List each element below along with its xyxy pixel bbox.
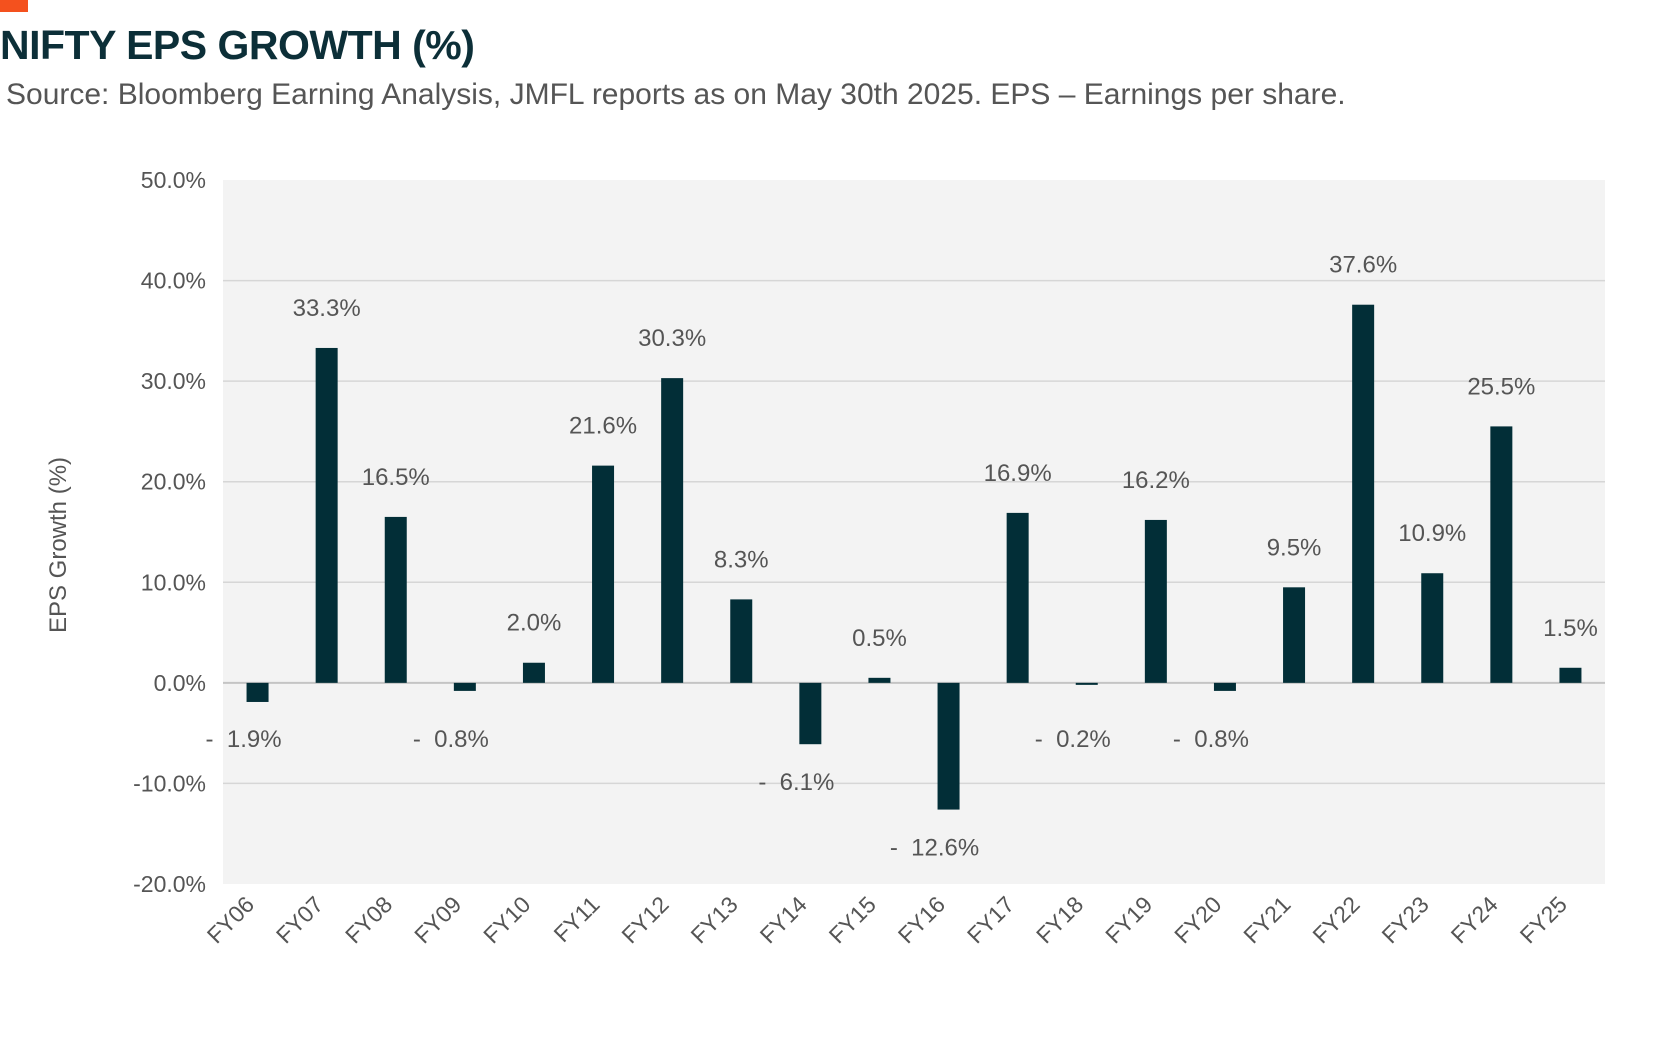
- data-label: 16.2%: [1122, 467, 1190, 494]
- bar-fy16: [937, 682, 960, 810]
- bar-fy24: [1490, 426, 1513, 683]
- data-label: 30.3%: [638, 325, 706, 352]
- y-tick-label: 10.0%: [141, 569, 206, 595]
- x-tick-label: FY18: [1031, 891, 1088, 948]
- data-label: - 1.9%: [206, 726, 282, 753]
- bar-fy10: [522, 662, 545, 683]
- y-tick-label: 0.0%: [154, 670, 206, 696]
- y-tick-label: 20.0%: [141, 469, 206, 495]
- bar-fy08: [384, 516, 407, 683]
- x-tick-label: FY17: [962, 891, 1019, 948]
- x-tick-label: FY09: [409, 891, 466, 948]
- y-tick-label: 50.0%: [141, 167, 206, 193]
- chart-subtitle: Source: Bloomberg Earning Analysis, JMFL…: [6, 78, 1346, 111]
- x-tick-label: FY21: [1238, 891, 1295, 948]
- data-label: 0.5%: [852, 625, 907, 652]
- bar-fy14: [799, 682, 822, 745]
- bar-fy19: [1144, 519, 1167, 683]
- x-tick-label: FY10: [478, 891, 535, 948]
- x-tick-label: FY23: [1377, 891, 1434, 948]
- x-tick-label: FY14: [755, 891, 812, 948]
- x-tick-label: FY12: [616, 891, 673, 948]
- bar-fy13: [730, 599, 753, 683]
- x-axis-labels: FY06 FY07 FY08 FY09 FY10 FY11 FY12 FY13 FY14 FY15…: [202, 891, 1572, 948]
- data-label: - 12.6%: [890, 835, 979, 862]
- x-tick-label: FY25: [1515, 891, 1572, 948]
- x-tick-label: FY07: [271, 891, 328, 948]
- data-label: 25.5%: [1467, 373, 1535, 400]
- bar-fy25: [1559, 667, 1582, 683]
- bar-fy15: [868, 677, 891, 683]
- y-tick-label: 40.0%: [141, 268, 206, 294]
- bar-fy09: [453, 682, 476, 691]
- x-tick-label: FY06: [202, 891, 259, 948]
- data-label: - 6.1%: [758, 769, 834, 796]
- bar-fy06: [246, 682, 269, 702]
- x-tick-label: FY24: [1446, 891, 1503, 948]
- y-tick-label: -10.0%: [133, 770, 206, 796]
- x-tick-label: FY08: [340, 891, 397, 948]
- y-tick-label: -20.0%: [133, 871, 206, 897]
- data-label: - 0.8%: [1173, 726, 1249, 753]
- data-label: 2.0%: [507, 610, 562, 637]
- bar-fy21: [1283, 587, 1306, 683]
- bar-fy17: [1006, 512, 1029, 683]
- data-label: 8.3%: [714, 546, 769, 573]
- chart-title: NIFTY EPS GROWTH (%): [0, 22, 475, 68]
- x-tick-label: FY13: [686, 891, 743, 948]
- bar-fy23: [1421, 573, 1444, 683]
- y-tick-label: 30.0%: [141, 368, 206, 394]
- data-label: 10.9%: [1398, 520, 1466, 547]
- x-tick-label: FY20: [1169, 891, 1226, 948]
- data-label: 16.9%: [984, 460, 1052, 487]
- bar-fy20: [1213, 682, 1236, 691]
- accent-mark: [0, 0, 28, 12]
- x-tick-label: FY22: [1307, 891, 1364, 948]
- data-label: 37.6%: [1329, 252, 1397, 279]
- bar-fy12: [661, 378, 684, 683]
- x-tick-label: FY19: [1100, 891, 1157, 948]
- x-tick-label: FY16: [893, 891, 950, 948]
- y-axis-title: EPS Growth (%): [45, 457, 72, 633]
- data-label: - 0.8%: [413, 726, 489, 753]
- x-tick-label: FY15: [824, 891, 881, 948]
- data-label: 21.6%: [569, 413, 637, 440]
- data-label: 9.5%: [1267, 534, 1322, 561]
- data-label: 16.5%: [362, 464, 430, 491]
- gridlines: [223, 279, 1605, 785]
- bar-fy22: [1352, 304, 1375, 683]
- x-tick-label: FY11: [549, 891, 605, 947]
- bar-fy11: [592, 465, 615, 683]
- bars: [246, 304, 1582, 810]
- plot-area: [223, 180, 1605, 884]
- y-axis-ticks: 50.0% 40.0% 30.0% 20.0% 10.0% 0.0% -10.0% -20.0…: [133, 167, 206, 897]
- data-label: 1.5%: [1543, 615, 1598, 642]
- bar-fy07: [315, 347, 338, 683]
- data-labels: - 1.9% 33.3% 16.5% - 0.8% 2.0% 21.6% 30.3% 8.3%…: [206, 252, 1598, 862]
- bar-fy18: [1075, 682, 1098, 685]
- data-label: 33.3%: [293, 295, 361, 322]
- data-label: - 0.2%: [1035, 726, 1111, 753]
